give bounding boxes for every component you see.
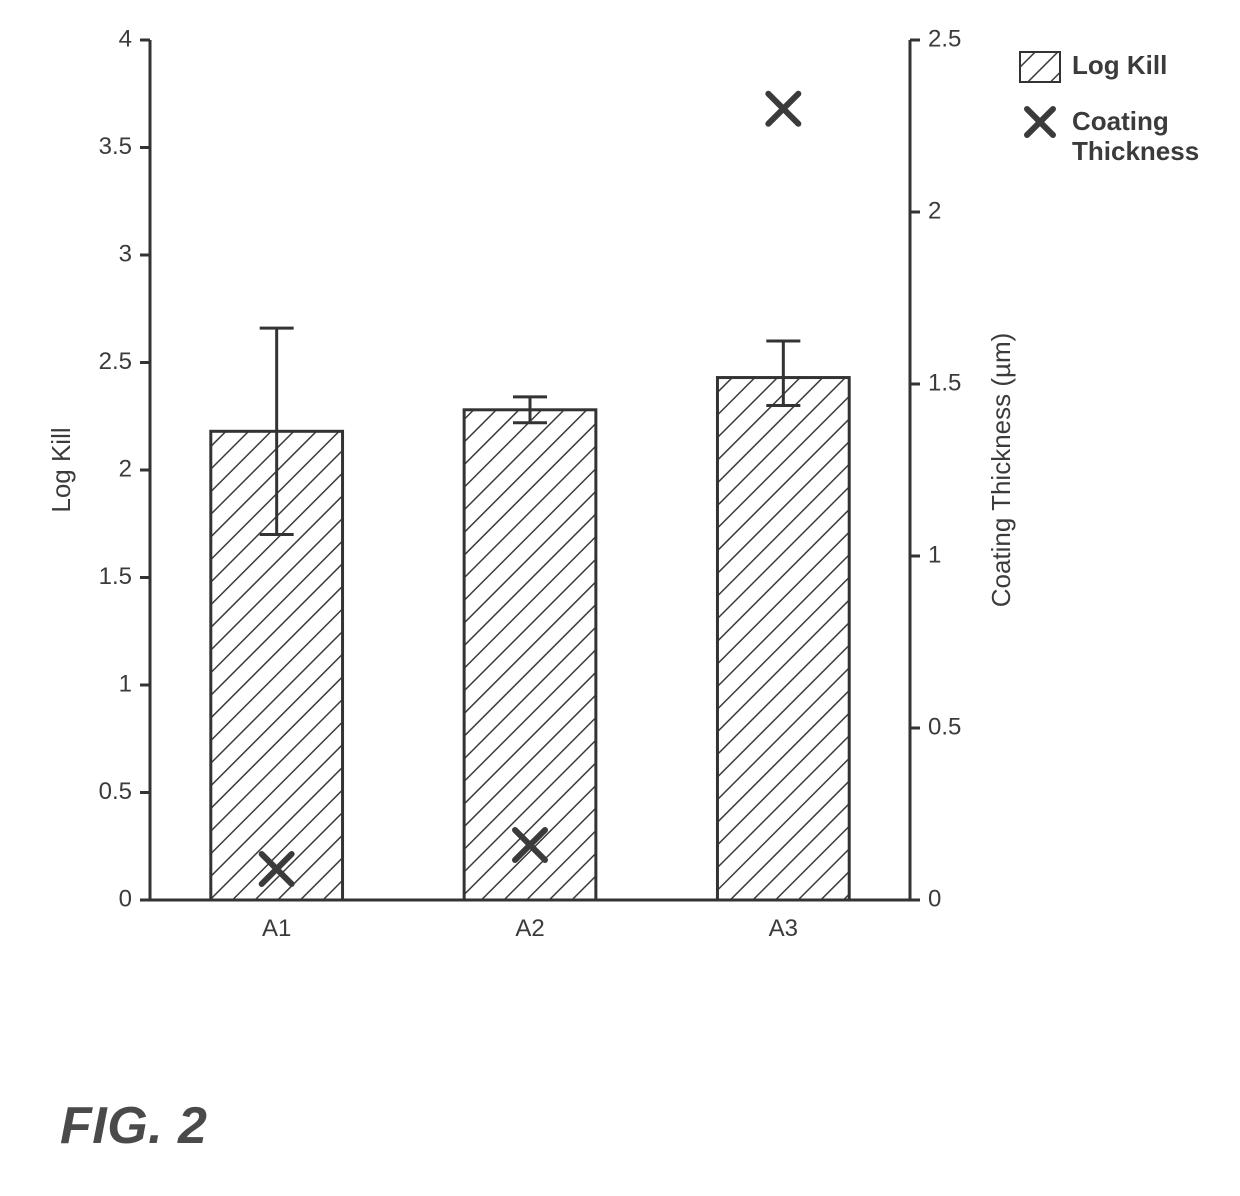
y-right-tick-label: 1.5 <box>928 369 961 396</box>
y-left-tick-label: 0 <box>119 885 132 912</box>
y-right-tick-label: 1 <box>928 541 941 568</box>
y-right-axis-label: Coating Thickness (µm) <box>986 333 1016 608</box>
y-left-tick-label: 2 <box>119 455 132 482</box>
chart-svg: 0 0.5 1 1.5 2 2.5 3 3.5 4 0 0.5 1 1.5 2 2.5 Log Kill Coa… <box>0 0 1240 1040</box>
legend-label: Thickness <box>1072 136 1199 166</box>
figure-caption: FIG. 2 <box>60 1096 207 1156</box>
x-category-label: A3 <box>769 915 798 942</box>
y-right-tick-label: 2.5 <box>928 25 961 52</box>
scatter-point <box>768 94 798 124</box>
bar <box>464 410 596 900</box>
y-right-tick-label: 2 <box>928 197 941 224</box>
y-left-axis-label: Log Kill <box>46 427 76 512</box>
y-left-tick-label: 1 <box>119 670 132 697</box>
y-right-tick-label: 0 <box>928 885 941 912</box>
bar <box>717 378 849 900</box>
x-category-label: A2 <box>515 915 544 942</box>
y-left-tick-label: 3.5 <box>99 133 132 160</box>
legend-marker <box>1027 109 1053 135</box>
y-left-tick-label: 2.5 <box>99 348 132 375</box>
y-left-tick-label: 3 <box>119 240 132 267</box>
y-right-tick-label: 0.5 <box>928 713 961 740</box>
x-category-label: A1 <box>262 915 291 942</box>
legend-label: Log Kill <box>1072 50 1167 80</box>
legend-swatch-icon <box>1020 52 1060 82</box>
legend-label: Coating <box>1072 106 1169 136</box>
y-left-tick-label: 0.5 <box>99 778 132 805</box>
legend: Log Kill CoatingThickness <box>1020 50 1199 166</box>
y-left-tick-label: 1.5 <box>99 563 132 590</box>
figure-page: 0 0.5 1 1.5 2 2.5 3 3.5 4 0 0.5 1 1.5 2 2.5 Log Kill Coa… <box>0 0 1240 1196</box>
y-left-tick-label: 4 <box>119 25 132 52</box>
